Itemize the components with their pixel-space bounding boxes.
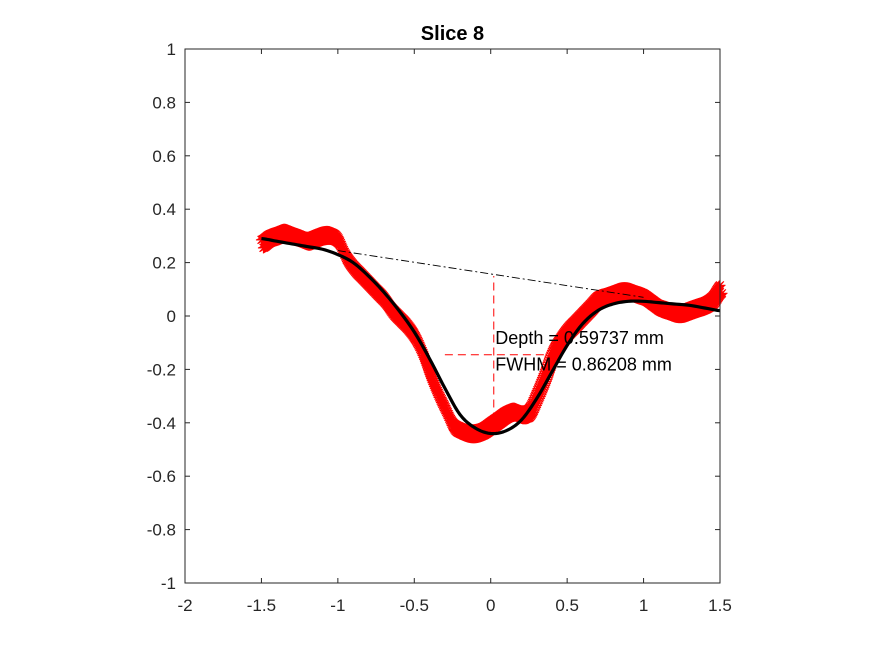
annotation-text: FWHM = 0.86208 mm	[495, 355, 672, 375]
annotation-text: Depth = 0.59737 mm	[495, 328, 664, 348]
y-tick-label: 1	[167, 40, 176, 59]
data-point	[426, 371, 438, 383]
measured-profile-series	[255, 223, 728, 444]
axes-layer: -2 -1.5 -1 -0.5 0 0.5 1 1.5 -1 -0.8 -0.6 -0.4 -0.2 0 0…	[147, 40, 732, 615]
y-tick-label: -0.6	[147, 467, 176, 486]
y-tick-label: 0.6	[152, 147, 176, 166]
fit-curve	[261, 236, 721, 436]
x-tick-label: 1	[639, 596, 648, 615]
plot-background	[185, 49, 720, 583]
y-tick-label: 0.2	[152, 254, 176, 273]
data-layer: Depth = 0.59737 mm FWHM = 0.86208 mm	[255, 223, 728, 444]
x-tick-label: -1.5	[247, 596, 276, 615]
y-tick-label: 0.4	[152, 200, 176, 219]
x-tick-label: -1	[330, 596, 345, 615]
x-tick-label: -0.5	[400, 596, 429, 615]
y-tick-label: -0.8	[147, 521, 176, 540]
y-tick-label: -0.2	[147, 360, 176, 379]
x-tick-label: 1.5	[708, 596, 732, 615]
x-tick-label: 0	[486, 596, 495, 615]
y-tick-label: -1	[161, 574, 176, 593]
y-tick-label: 0.8	[152, 93, 176, 112]
y-tick-label: -0.4	[147, 414, 176, 433]
x-tick-label: 0.5	[555, 596, 579, 615]
data-point	[716, 287, 728, 299]
baseline-line	[337, 250, 644, 298]
x-tick-label: -2	[177, 596, 192, 615]
y-tick-label: 0	[167, 307, 176, 326]
chart-title: Slice 8	[421, 23, 484, 45]
